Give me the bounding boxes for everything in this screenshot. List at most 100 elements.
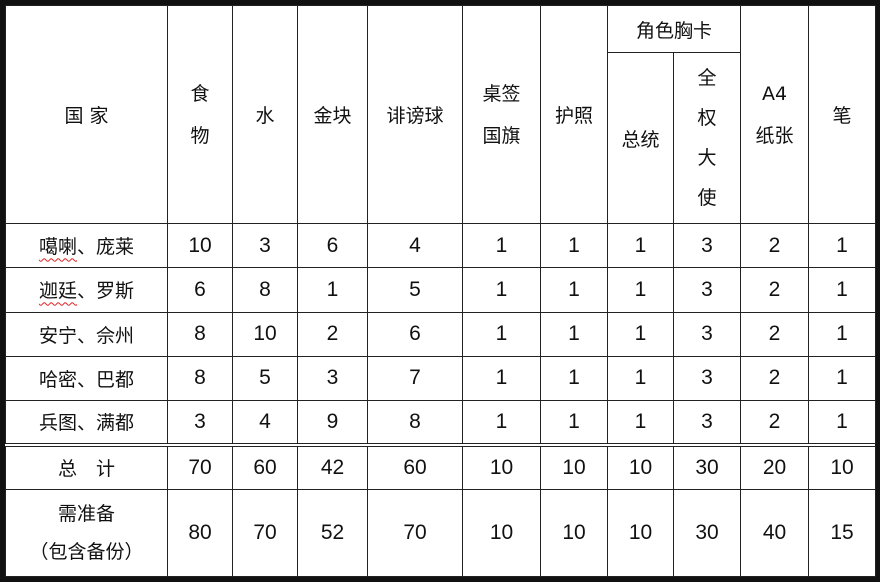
required-label: 需准备 （包含备份） (5, 488, 168, 578)
cell-value: 1 (462, 311, 541, 357)
required-value: 10 (607, 488, 674, 578)
cell-value: 1 (607, 355, 674, 402)
cell-value: 3 (672, 267, 742, 313)
cell-value: 1 (297, 267, 368, 313)
cell-value: 3 (672, 223, 742, 269)
total-value: 20 (740, 442, 810, 490)
cell-value: 9 (297, 400, 368, 446)
cell-value: 1 (540, 311, 608, 357)
cell-value: 1 (808, 311, 877, 357)
header-ambassador: 全 权 大 使 (672, 52, 742, 225)
cell-value: 4 (232, 400, 298, 446)
header-passport: 护照 (540, 4, 608, 225)
header-country: 国 家 (5, 4, 168, 225)
supply-table: 国 家 食 物 水 金块 诽谤球 桌签 国旗 护照 角色胸卡 A4 纸张 笔 总… (5, 4, 877, 578)
cell-value: 6 (297, 223, 368, 269)
required-row: 需准备 （包含备份） 80 70 52 70 10 10 10 30 40 15 (5, 488, 877, 578)
cell-value: 2 (740, 311, 810, 357)
total-value: 10 (462, 442, 541, 490)
header-role-badge: 角色胸卡 (606, 4, 742, 54)
cell-value: 10 (232, 311, 298, 357)
cell-value: 7 (367, 355, 463, 402)
country-name-a: 安宁 (38, 324, 77, 347)
cell-value: 4 (367, 223, 463, 269)
country-name-b: 、罗斯 (77, 280, 135, 303)
cell-value: 2 (740, 223, 810, 269)
total-value: 60 (367, 442, 463, 490)
header-subrow: 总统 全 权 大 使 (6, 52, 876, 225)
country-name-a: 迦廷 (38, 280, 77, 303)
required-value: 30 (672, 488, 742, 578)
cell-value: 3 (232, 223, 298, 269)
total-row: 总 计 70 60 42 60 10 10 10 30 20 10 (5, 442, 877, 490)
required-value: 15 (808, 488, 877, 578)
total-value: 10 (540, 442, 608, 490)
total-label: 总 计 (5, 442, 168, 490)
header-a4-paper: A4 纸张 (740, 4, 810, 225)
country-name-b: 、庞莱 (77, 236, 135, 259)
cell-value: 1 (607, 223, 674, 269)
total-value: 70 (167, 442, 233, 490)
header-slander-ball: 诽谤球 (367, 4, 463, 225)
cell-value: 2 (740, 400, 810, 446)
required-value: 10 (540, 488, 608, 578)
cell-value: 1 (808, 267, 877, 313)
header-pen: 笔 (808, 4, 877, 225)
country-name: 兵图、满都 (5, 400, 168, 446)
cell-value: 1 (462, 355, 541, 402)
country-name-a: 哈密 (38, 368, 77, 391)
country-name-a: 噶喇 (38, 236, 77, 259)
required-value: 52 (297, 488, 368, 578)
total-value: 30 (672, 442, 742, 490)
required-value: 10 (462, 488, 541, 578)
cell-value: 6 (367, 311, 463, 357)
required-value: 70 (367, 488, 463, 578)
country-name: 哈密、巴都 (5, 355, 168, 402)
cell-value: 1 (808, 223, 877, 269)
total-value: 42 (297, 442, 368, 490)
country-name-b: 、巴都 (77, 368, 135, 391)
cell-value: 3 (167, 400, 233, 446)
header-row: 国 家 食 物 水 金块 诽谤球 桌签 国旗 护照 角色胸卡 A4 纸张 笔 (5, 4, 877, 225)
country-name-b: 、满都 (77, 412, 135, 435)
cell-value: 3 (672, 311, 742, 357)
total-value: 60 (232, 442, 298, 490)
cell-value: 3 (672, 400, 742, 446)
cell-value: 1 (462, 267, 541, 313)
country-name: 安宁、佘州 (5, 311, 168, 357)
cell-value: 2 (740, 355, 810, 402)
cell-value: 1 (540, 267, 608, 313)
cell-value: 2 (740, 267, 810, 313)
header-president: 总统 (607, 52, 674, 225)
cell-value: 6 (167, 267, 233, 313)
required-value: 40 (740, 488, 810, 578)
cell-value: 1 (540, 223, 608, 269)
header-water: 水 (232, 4, 298, 225)
country-name-a: 兵图 (38, 412, 77, 435)
table-row: 兵图、满都 3 4 9 8 1 1 1 3 2 1 (5, 400, 877, 446)
header-food: 食 物 (167, 4, 233, 225)
required-value: 70 (232, 488, 298, 578)
cell-value: 3 (297, 355, 368, 402)
table-row: 安宁、佘州 8 10 2 6 1 1 1 3 2 1 (5, 311, 877, 357)
cell-value: 2 (297, 311, 368, 357)
total-value: 10 (607, 442, 674, 490)
cell-value: 5 (367, 267, 463, 313)
table-row: 迦廷、罗斯 6 8 1 5 1 1 1 3 2 1 (5, 267, 877, 313)
cell-value: 1 (462, 223, 541, 269)
cell-value: 1 (540, 400, 608, 446)
cell-value: 8 (367, 400, 463, 446)
country-name-b: 、佘州 (77, 324, 135, 347)
cell-value: 8 (167, 355, 233, 402)
required-value: 80 (167, 488, 233, 578)
cell-value: 3 (672, 355, 742, 402)
cell-value: 1 (607, 311, 674, 357)
cell-value: 1 (808, 400, 877, 446)
cell-value: 8 (232, 267, 298, 313)
cell-value: 5 (232, 355, 298, 402)
table-row: 哈密、巴都 8 5 3 7 1 1 1 3 2 1 (5, 355, 877, 402)
country-name: 迦廷、罗斯 (5, 267, 168, 313)
country-name: 噶喇、庞莱 (5, 223, 168, 269)
cell-value: 1 (808, 355, 877, 402)
total-value: 10 (808, 442, 877, 490)
